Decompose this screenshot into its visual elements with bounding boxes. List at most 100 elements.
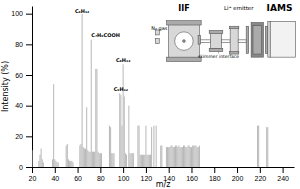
peak-bar	[80, 144, 81, 167]
peak-bar	[99, 153, 100, 167]
peak-bar	[160, 146, 161, 167]
peak-bar	[153, 126, 154, 167]
peak-bar	[95, 69, 96, 167]
peak-bar	[189, 146, 190, 167]
peak-bar	[87, 150, 88, 167]
inset-shape	[246, 26, 248, 53]
y-tick: 100	[11, 10, 32, 17]
y-tick-label: 0	[19, 164, 23, 171]
peak-bar	[124, 96, 125, 167]
peak-annotation: C₇H₆COOH	[91, 32, 120, 38]
peak-bar	[119, 93, 120, 167]
peak-bar	[178, 146, 179, 167]
peak-bar	[79, 146, 80, 167]
x-tick-mark	[214, 167, 215, 173]
peak-bar	[98, 152, 99, 167]
x-tick-label: 40	[51, 175, 59, 182]
peak-bar	[67, 144, 68, 167]
y-tick: 40	[15, 102, 32, 109]
x-tick-mark	[32, 167, 33, 173]
inset-shape	[238, 40, 246, 42]
peak-bar	[145, 126, 146, 167]
peak-bar	[177, 147, 178, 167]
inset-label: IIF	[178, 4, 189, 13]
peak-bar	[88, 152, 89, 167]
peak-bar	[174, 147, 175, 167]
peak-bar	[143, 155, 144, 167]
peak-bar	[190, 147, 191, 167]
peak-bar	[156, 126, 157, 167]
inset-shape	[156, 39, 160, 44]
peak-bar	[39, 155, 40, 167]
chart: 2040608010012014016018020022024002040608…	[0, 0, 300, 189]
peak-bar	[198, 147, 199, 167]
x-tick-mark	[260, 167, 261, 173]
y-tick-label: 20	[15, 133, 23, 140]
x-tick: 220	[254, 167, 266, 182]
peak-bar	[94, 152, 95, 167]
peak-bar	[111, 153, 112, 167]
peak-annotation: C₆H₁₂	[75, 8, 89, 14]
y-tick: 80	[15, 41, 32, 48]
inset-shape	[169, 23, 200, 60]
x-tick-mark	[100, 167, 101, 173]
peak-bar	[41, 149, 42, 167]
peak-bar	[57, 162, 58, 167]
peak-bar	[266, 127, 267, 167]
peak-bar	[123, 64, 124, 167]
peak-bar	[54, 159, 55, 167]
inset-label: Li⁺ emitter	[224, 5, 254, 11]
peak-bar	[181, 147, 182, 167]
x-tick-label: 120	[141, 175, 153, 182]
peak-bar	[167, 147, 168, 167]
peak-bar	[184, 146, 185, 167]
peak-bar	[176, 146, 177, 167]
peak-bar	[131, 153, 132, 167]
peak-bar	[199, 146, 200, 167]
inset-shape	[198, 36, 200, 45]
peak-annotation: C₉H₁₂	[114, 86, 128, 92]
inset-shape	[265, 26, 267, 53]
y-tick-mark	[26, 75, 32, 76]
y-tick-mark	[26, 106, 32, 107]
y-axis-title: Intensity (%)	[1, 61, 10, 112]
y-tick: 60	[15, 72, 32, 79]
x-tick-label: 100	[118, 175, 130, 182]
x-tick-mark	[78, 167, 79, 173]
peak-bar	[86, 107, 87, 167]
peak-bar	[147, 155, 148, 167]
inset-shape	[182, 40, 185, 43]
peak-bar	[32, 150, 33, 167]
peak-bar	[82, 14, 83, 167]
x-tick-label: 180	[209, 175, 221, 182]
peak-bar	[92, 152, 93, 167]
peak-annotation: C₈H₁₂	[116, 57, 130, 63]
peak-bar	[148, 155, 149, 167]
peak-bar	[168, 147, 169, 167]
peak-bar	[55, 161, 56, 167]
peak-bar	[112, 153, 113, 167]
inset-shape	[209, 49, 223, 52]
peak-bar	[258, 126, 259, 167]
x-tick-mark	[169, 167, 170, 173]
peak-bar	[129, 153, 130, 167]
peak-bar	[185, 147, 186, 167]
peak-bar	[90, 152, 91, 167]
peak-bar	[58, 162, 59, 167]
peak-bar	[267, 127, 268, 167]
inset-shape	[222, 40, 231, 42]
peak-bar	[69, 161, 70, 167]
peak-bar	[93, 152, 94, 167]
inset-label: skimmer interface	[198, 54, 239, 59]
peak-bar	[53, 84, 54, 167]
peak-bar	[192, 146, 193, 167]
peak-bar	[144, 155, 145, 167]
annotations: C₆H₁₂C₇H₆COOHC₈H₁₂C₉H₁₂N₂ gasskimmer int…	[75, 3, 292, 91]
inset-shape	[199, 40, 210, 42]
x-tick: 120	[141, 167, 153, 182]
peak-bar	[191, 147, 192, 167]
peak-bar	[114, 153, 115, 167]
inset-shape	[209, 31, 223, 34]
inset-shape	[175, 32, 194, 51]
peak-bar	[170, 146, 171, 167]
